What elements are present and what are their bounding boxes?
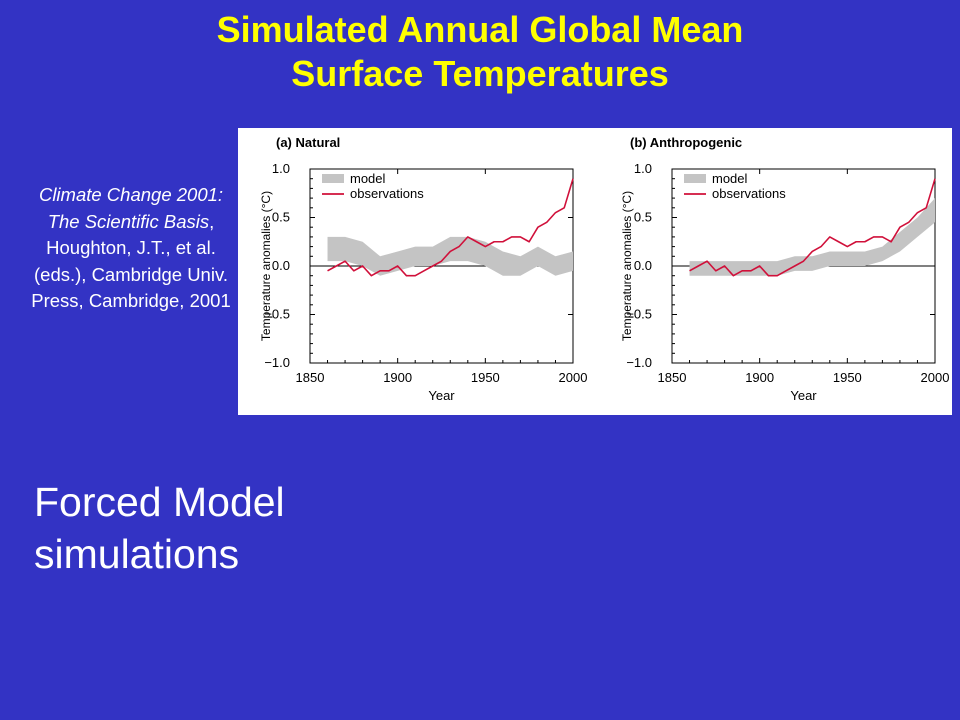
chart-title: (a) Natural (276, 135, 340, 150)
model-band (689, 198, 935, 276)
legend-label-model: model (350, 171, 386, 186)
chart-title: (b) Anthropogenic (630, 135, 742, 150)
y-tick-label: 0.0 (272, 258, 290, 273)
model-band (327, 236, 573, 276)
x-axis-label: Year (428, 388, 455, 403)
y-tick-label: −1.0 (626, 355, 652, 370)
x-tick-label: 1900 (745, 370, 774, 385)
y-tick-label: 0.5 (272, 210, 290, 225)
caption: Forced Model simulations (34, 476, 454, 580)
observations-line (689, 178, 936, 277)
legend-swatch-model (684, 174, 706, 183)
chart-panel-1: (a) Natural 1.0 0.5 0.0 −0.5 −1.0 1850 1900 1950… (259, 135, 587, 403)
x-tick-label: 1850 (296, 370, 325, 385)
legend-swatch-model (322, 174, 344, 183)
figure-svg: (a) Natural 1.0 0.5 0.0 −0.5 −1.0 1850 1900 1950… (259, 135, 949, 403)
x-tick-label: 1950 (833, 370, 862, 385)
y-tick-label: 0.0 (634, 258, 652, 273)
x-axis-label: Year (790, 388, 817, 403)
x-tick-label: 1900 (383, 370, 412, 385)
figure-panel: (a) Natural 1.0 0.5 0.0 −0.5 −1.0 1850 1900 1950… (238, 128, 952, 415)
chart-panel-2: (b) Anthropogenic 1.0 0.5 0.0 −0.5 −1.0 1850 19… (620, 135, 949, 403)
x-tick-label: 1850 (658, 370, 687, 385)
citation: Climate Change 2001: The Scientific Basi… (28, 182, 234, 315)
slide-title: Simulated Annual Global Mean Surface Tem… (0, 8, 960, 96)
observations-line (327, 178, 574, 277)
x-tick-label: 1950 (471, 370, 500, 385)
y-tick-label: −0.5 (626, 307, 652, 322)
legend-label-model: model (712, 171, 748, 186)
x-tick-label: 2000 (921, 370, 950, 385)
y-axis-label: Temperature anomalies (°C) (259, 191, 273, 341)
title-line-2: Surface Temperatures (291, 53, 669, 94)
x-tick-label: 2000 (559, 370, 588, 385)
caption-line-2: simulations (34, 531, 240, 577)
legend-label-observations: observations (350, 186, 424, 201)
title-line-1: Simulated Annual Global Mean (216, 9, 744, 50)
citation-book-title: Climate Change 2001: The Scientific Basi… (38, 184, 224, 232)
y-tick-label: −0.5 (264, 307, 290, 322)
y-tick-label: 1.0 (634, 161, 652, 176)
legend-label-observations: observations (712, 186, 786, 201)
citation-details: , Houghton, J.T., et al. (eds.), Cambrid… (31, 210, 231, 312)
y-tick-label: 0.5 (634, 210, 652, 225)
y-tick-label: 1.0 (272, 161, 290, 176)
y-tick-label: −1.0 (264, 355, 290, 370)
y-axis-label: Temperature anomalies (°C) (620, 191, 634, 341)
caption-line-1: Forced Model (34, 479, 285, 525)
